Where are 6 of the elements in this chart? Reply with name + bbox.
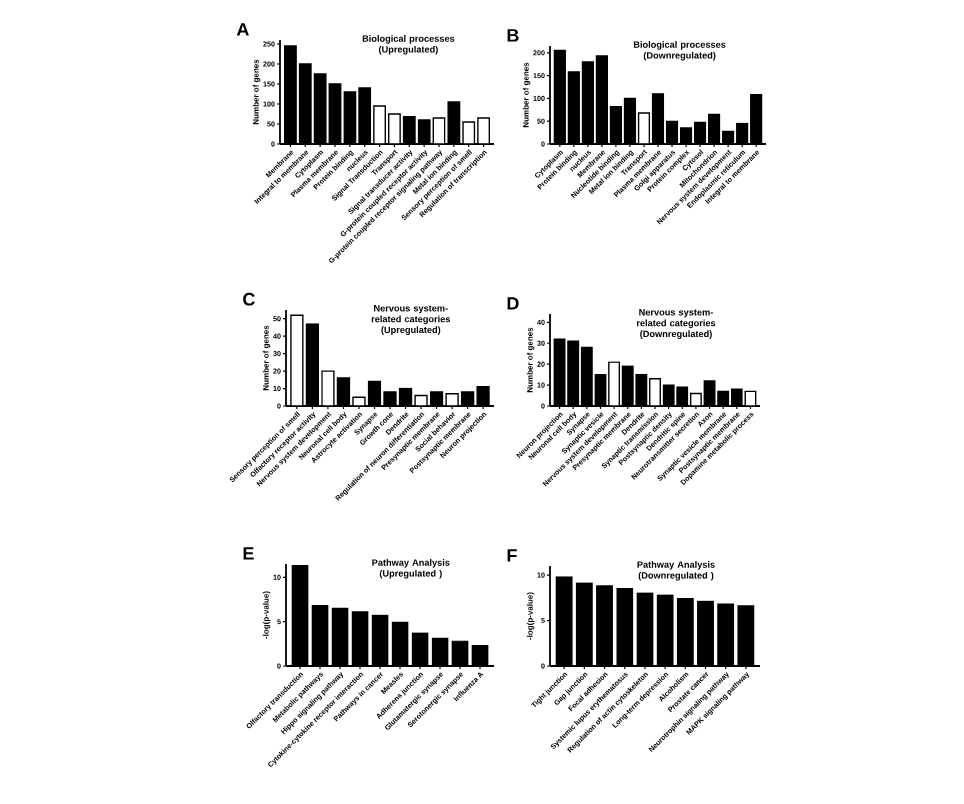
text: C [243,292,255,306]
text: A [236,23,249,36]
text: E [243,547,254,560]
text: B [507,29,519,42]
text: F [507,549,517,562]
text: D [507,297,519,310]
